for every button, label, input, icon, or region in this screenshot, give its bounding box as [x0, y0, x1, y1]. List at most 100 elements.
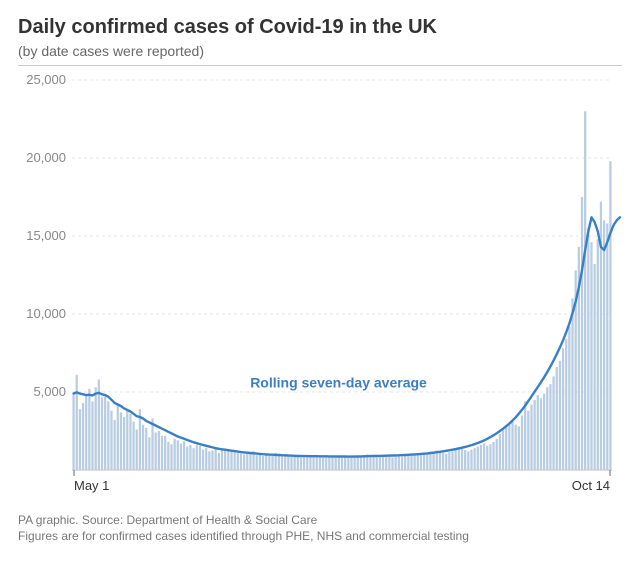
bar: [290, 455, 292, 470]
bar: [451, 451, 453, 470]
bar: [117, 404, 119, 470]
bar: [395, 457, 397, 470]
bar: [492, 442, 494, 470]
bar: [597, 239, 599, 470]
bar: [489, 444, 491, 470]
bar: [331, 456, 333, 470]
bar: [297, 457, 299, 470]
bar: [473, 448, 475, 470]
bar: [486, 446, 488, 470]
bar: [587, 228, 589, 470]
bar: [556, 367, 558, 470]
bar: [189, 445, 191, 470]
bar: [385, 456, 387, 470]
chart-area: 5,00010,00015,00020,00025,000May 1Oct 14…: [18, 74, 622, 504]
footer-line-1: PA graphic. Source: Department of Health…: [18, 512, 622, 528]
bar: [499, 434, 501, 470]
bar: [571, 298, 573, 470]
bar: [173, 439, 175, 470]
bar: [319, 457, 321, 470]
bar: [243, 454, 245, 470]
bar: [88, 389, 90, 470]
bar: [82, 403, 84, 470]
bar: [123, 417, 125, 470]
bar: [398, 456, 400, 470]
bar: [347, 456, 349, 470]
bar: [303, 457, 305, 470]
bar: [95, 387, 97, 470]
bar: [192, 448, 194, 470]
bar: [164, 436, 166, 470]
bar: [167, 442, 169, 470]
bar: [256, 455, 258, 470]
y-tick-label: 15,000: [26, 228, 66, 243]
bar: [309, 456, 311, 470]
footer: PA graphic. Source: Department of Health…: [18, 512, 622, 544]
bar: [420, 455, 422, 470]
bar: [543, 394, 545, 470]
bar: [322, 458, 324, 470]
bar: [72, 395, 74, 470]
bar: [281, 455, 283, 470]
bar: [505, 426, 507, 470]
bar: [211, 451, 213, 471]
bar: [312, 455, 314, 470]
bar: [170, 444, 172, 470]
bar: [521, 415, 523, 470]
bar: [413, 454, 415, 470]
bar: [404, 456, 406, 470]
bar: [338, 458, 340, 470]
bar: [205, 448, 207, 470]
bar: [344, 457, 346, 470]
bar: [376, 458, 378, 470]
bar: [161, 436, 163, 470]
bar: [562, 348, 564, 470]
bar: [581, 197, 583, 470]
bar: [224, 450, 226, 470]
bar: [533, 400, 535, 470]
bar: [85, 395, 87, 470]
bar: [609, 161, 611, 470]
bar: [91, 401, 93, 470]
footer-line-2: Figures are for confirmed cases identifi…: [18, 528, 622, 544]
chart-subtitle: (by date cases were reported): [18, 43, 622, 59]
bar: [360, 456, 362, 470]
bar: [527, 411, 529, 470]
bar: [559, 361, 561, 470]
bar: [259, 454, 261, 470]
x-tick-label-start: May 1: [74, 478, 109, 493]
bar: [524, 401, 526, 470]
bar: [199, 446, 201, 470]
bar: [284, 456, 286, 470]
bar: [237, 453, 239, 470]
bar: [540, 398, 542, 470]
chart-title: Daily confirmed cases of Covid-19 in the…: [18, 16, 622, 39]
bar: [448, 452, 450, 470]
bar: [461, 449, 463, 470]
bar: [208, 451, 210, 470]
bar: [350, 456, 352, 470]
bar: [246, 452, 248, 470]
bar: [293, 456, 295, 470]
bar: [357, 456, 359, 470]
bar: [549, 384, 551, 470]
bar: [249, 453, 251, 470]
bar: [113, 420, 115, 470]
bar: [458, 448, 460, 470]
bar: [262, 456, 264, 470]
bar: [177, 440, 179, 470]
bar: [508, 423, 510, 470]
bar: [423, 454, 425, 470]
bar: [341, 458, 343, 470]
bar: [328, 456, 330, 470]
bar: [136, 429, 138, 470]
bar: [407, 455, 409, 470]
y-tick-label: 10,000: [26, 306, 66, 321]
bar: [432, 451, 434, 470]
bar: [477, 447, 479, 470]
bar: [410, 454, 412, 470]
bar: [496, 439, 498, 470]
bar: [590, 242, 592, 470]
bar: [391, 458, 393, 470]
bar: [480, 445, 482, 470]
